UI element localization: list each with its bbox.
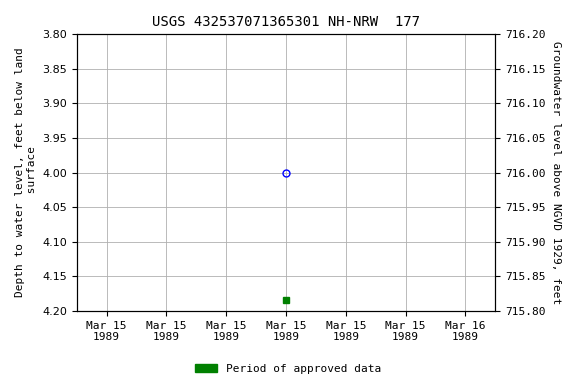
Legend: Period of approved data: Period of approved data — [191, 359, 385, 379]
Y-axis label: Depth to water level, feet below land
 surface: Depth to water level, feet below land su… — [15, 48, 37, 298]
Y-axis label: Groundwater level above NGVD 1929, feet: Groundwater level above NGVD 1929, feet — [551, 41, 561, 304]
Title: USGS 432537071365301 NH-NRW  177: USGS 432537071365301 NH-NRW 177 — [152, 15, 420, 29]
